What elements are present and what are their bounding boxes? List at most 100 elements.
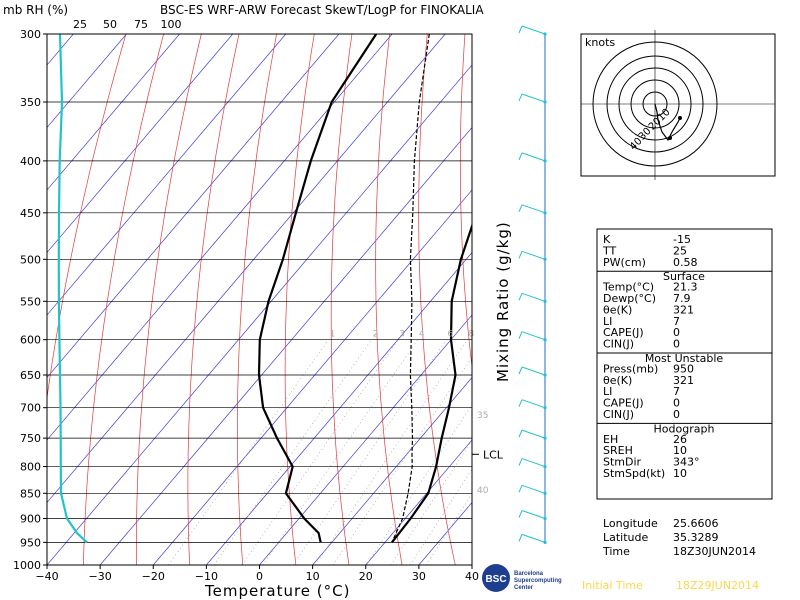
index-value: 950 (673, 362, 694, 375)
hodograph-storm-motion (678, 116, 682, 120)
mixing-ratio-line (332, 356, 472, 565)
index-value: 0 (673, 338, 680, 351)
wind-barb-point (543, 32, 547, 36)
isotherm (47, 34, 233, 254)
wind-barb (521, 366, 546, 376)
wind-barb-point (543, 516, 547, 521)
isotherm (312, 376, 472, 565)
index-value: 0 (673, 408, 680, 421)
isotherm (206, 251, 472, 565)
hodograph-trace (654, 103, 681, 142)
wind-barb-point (543, 373, 547, 377)
location-label: Latitude (603, 531, 649, 544)
wind-barb-flag (518, 399, 523, 407)
temperature-tick-label: 40 (465, 570, 479, 583)
wind-barb (521, 533, 546, 543)
index-label: θe(K) (603, 303, 632, 316)
index-label: TT (602, 244, 617, 257)
temperature-tick-label: 30 (412, 570, 426, 583)
index-value: 0.58 (673, 256, 698, 269)
temperature-tick-label: −40 (35, 570, 58, 583)
pressure-tick-label: 600 (20, 334, 41, 347)
initial-time-value: 18Z29JUN2014 (676, 579, 759, 592)
dry-adiabat (418, 34, 456, 565)
wind-barbs (518, 25, 547, 544)
index-value: 21.3 (673, 281, 698, 294)
pressure-tick-label: 650 (20, 369, 41, 382)
mixing-ratio-line (366, 404, 472, 565)
isotherm (47, 34, 287, 316)
location-label: Time (602, 545, 630, 558)
wind-barb-point (543, 257, 547, 261)
index-label: CAPE(J) (603, 397, 644, 410)
index-label: SREH (603, 444, 633, 457)
wind-barb (521, 204, 546, 214)
dry-adiabat (187, 34, 240, 565)
index-label: CIN(J) (603, 408, 634, 421)
wind-barb-point (543, 436, 547, 440)
dry-adiabat (83, 34, 164, 565)
index-value: 321 (673, 374, 694, 387)
index-label: StmDir (603, 456, 642, 469)
dry-adiabat (237, 34, 277, 565)
wind-barb-point (543, 540, 547, 544)
dry-adiabat (375, 34, 403, 565)
theta-label: 35 (477, 411, 488, 421)
mixing-ratio-label: 4 (419, 330, 425, 340)
x-axis-label: Temperature (°C) (204, 582, 350, 600)
location-value: 18Z30JUN2014 (673, 545, 756, 558)
wind-barb (521, 152, 546, 162)
wind-barb-flag (518, 293, 523, 301)
pressure-tick-label: 1000 (13, 559, 41, 572)
wind-barb-point (543, 464, 547, 469)
mixing-ratio-axis-label: Mixing Ratio (g/kg) (494, 221, 512, 382)
temperature-axis: −40 −30 −20 −10 0 10 20 30 40 (35, 565, 479, 583)
wind-barb (521, 93, 546, 103)
mixing-ratio-label: 6 (447, 330, 453, 340)
mixing-ratio-line (425, 493, 472, 565)
theta-label: 40 (477, 486, 489, 496)
wind-barb-flag (518, 429, 523, 438)
wind-barb (521, 292, 546, 302)
hodograph-frame (580, 33, 776, 177)
temperature-tick-label: −20 (142, 570, 165, 583)
dry-adiabat (330, 34, 353, 565)
rh-axis-ticks: 25 50 75 100 (73, 18, 182, 31)
dry-adiabat (459, 34, 472, 370)
index-value: 10 (673, 467, 687, 480)
index-label: Temp(°C) (602, 281, 654, 294)
indices-section-title: Hodograph (654, 422, 715, 435)
isotherm-lines (47, 34, 472, 565)
initial-time-label: Initial Time (582, 579, 643, 592)
temperature-tick-label: −30 (89, 570, 112, 583)
index-value: 0 (673, 397, 680, 410)
pressure-tick-label: 900 (20, 513, 41, 526)
plot-frame (46, 33, 473, 566)
index-value: 0 (673, 326, 680, 339)
index-label: θe(K) (603, 374, 632, 387)
indices-section-title: Most Unstable (645, 352, 724, 365)
index-value: 7 (673, 385, 680, 398)
wind-barb-flag (518, 485, 523, 493)
temperature-tick-label: 20 (359, 570, 373, 583)
wind-barb (521, 510, 546, 520)
index-value: 10 (673, 444, 687, 457)
wind-barb-point (543, 299, 547, 303)
hodograph-point (668, 136, 672, 140)
isotherm (47, 64, 472, 565)
wind-barb-flag (518, 458, 523, 466)
wind-barb-point (543, 100, 547, 104)
dry-adiabat (284, 34, 315, 565)
isotherm (152, 189, 472, 565)
rh-tick-label: 25 (73, 18, 87, 31)
temperature-tick-label: 10 (306, 570, 320, 583)
mixing-ratio-label: 2 (373, 330, 379, 340)
index-label: CAPE(J) (603, 326, 644, 339)
wind-barb-point (543, 211, 547, 215)
wind-barb (521, 250, 546, 260)
index-label: LI (603, 315, 612, 328)
mixing-ratio-line (390, 439, 472, 565)
index-label: Press(mb) (603, 362, 658, 375)
